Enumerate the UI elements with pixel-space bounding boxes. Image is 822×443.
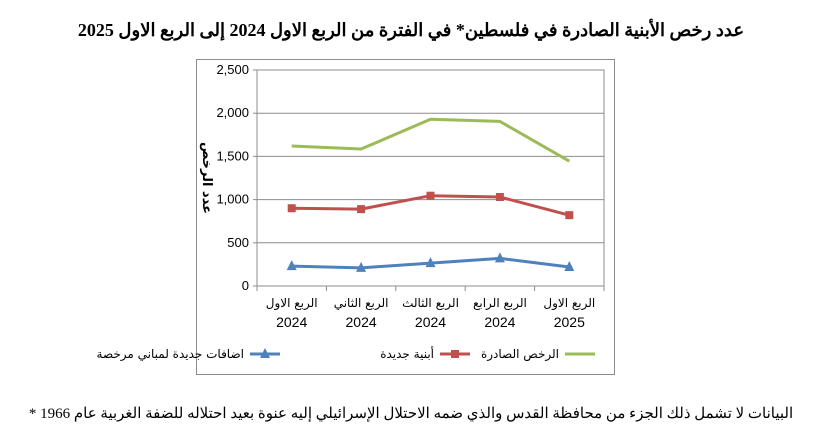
x-tick-year: 2024 [415, 314, 446, 330]
data-point [495, 193, 504, 202]
y-tick-label: 1,000 [216, 192, 249, 207]
data-point [287, 204, 296, 213]
legend-marker [260, 348, 270, 358]
x-tick-year: 2025 [554, 314, 585, 330]
x-tick-year: 2024 [484, 314, 515, 330]
chart-frame [196, 59, 615, 375]
legend-label: أبنية جديدة [380, 346, 434, 361]
series-line [291, 117, 571, 163]
data-point [426, 191, 435, 200]
y-axis-label: عدد الرخص [199, 142, 214, 214]
plot-area [256, 69, 605, 287]
legend-label: اضافات جديدة لمباني مرخصة [97, 347, 244, 362]
data-point [286, 260, 297, 271]
data-point [565, 211, 574, 220]
x-tick-label: الربع الرابع [473, 296, 527, 311]
y-tick-label: 2,500 [216, 62, 249, 77]
y-tick-label: 0 [242, 278, 249, 293]
data-point [494, 252, 505, 263]
chart-title: عدد رخص الأبنية الصادرة في فلسطين* في ال… [77, 20, 745, 40]
data-point [425, 257, 436, 268]
data-point [356, 261, 367, 272]
footnote: * البيانات لا تشمل ذلك الجزء من محافظة ا… [28, 406, 794, 422]
legend-label: الرخص الصادرة [481, 347, 559, 362]
x-tick-label: الربع الثاني [334, 296, 389, 311]
x-tick-year: 2024 [276, 314, 307, 330]
x-tick-label: الربع الاول [266, 296, 318, 311]
y-tick-label: 2,000 [216, 105, 249, 120]
x-tick-label: الربع الاول [543, 296, 595, 311]
x-tick-label: الربع الثالث [402, 296, 459, 311]
data-point [357, 205, 366, 214]
x-tick-year: 2024 [346, 314, 377, 330]
y-tick-label: 1,500 [216, 148, 249, 163]
legend-marker [451, 350, 459, 358]
data-point [564, 260, 575, 271]
y-tick-label: 500 [227, 235, 249, 250]
